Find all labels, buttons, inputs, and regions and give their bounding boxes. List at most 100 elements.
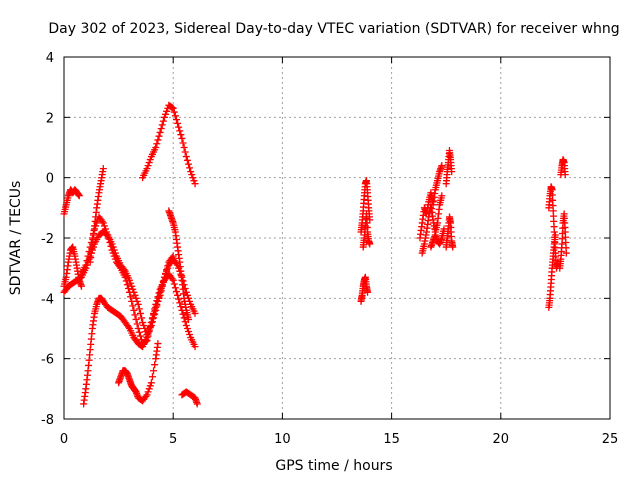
data-point <box>168 104 176 112</box>
y-tick-label: 4 <box>46 51 54 66</box>
data-point <box>175 295 183 303</box>
series-arc-a <box>60 186 83 218</box>
data-point <box>438 192 446 200</box>
series-arc-j <box>178 388 201 408</box>
data-point <box>170 108 178 116</box>
data-point <box>77 282 85 290</box>
data-point <box>134 300 142 308</box>
data-point <box>366 240 374 248</box>
series-arc-n <box>416 162 446 242</box>
data-point <box>129 302 137 310</box>
data-point <box>135 305 143 313</box>
data-point <box>162 110 170 118</box>
data-point <box>154 293 162 301</box>
data-point <box>181 148 189 156</box>
data-point <box>121 273 129 281</box>
data-point <box>153 140 161 148</box>
data-point <box>155 132 163 140</box>
x-axis-label: GPS time / hours <box>275 458 392 474</box>
data-point <box>189 174 197 182</box>
data-point <box>145 326 153 334</box>
data-point <box>448 168 456 176</box>
data-point <box>107 242 115 250</box>
data-point <box>180 314 188 322</box>
data-point <box>98 217 106 225</box>
y-tick-label: 0 <box>46 172 54 187</box>
series-arc-p <box>427 225 448 251</box>
data-point <box>135 328 143 336</box>
data-point <box>171 112 179 120</box>
data-point <box>169 104 177 112</box>
data-point <box>171 284 179 292</box>
data-point <box>182 153 190 161</box>
axis-ticks: 0 5 10 15 20 25 -8 -6 -4 -2 0 2 4 <box>41 51 618 447</box>
data-point <box>180 144 188 151</box>
data-point <box>87 239 95 247</box>
data-point <box>186 331 194 339</box>
data-point <box>126 276 134 284</box>
data-point <box>132 294 140 302</box>
series-arc-i <box>165 207 192 323</box>
data-point <box>146 322 154 330</box>
data-point <box>111 255 119 263</box>
data-point <box>127 279 135 287</box>
data-point <box>138 314 146 322</box>
data-point <box>124 323 132 331</box>
data-point <box>175 123 183 131</box>
data-point <box>123 281 131 289</box>
data-point <box>104 231 112 239</box>
data-point <box>164 262 172 270</box>
data-point <box>148 373 156 381</box>
data-point <box>153 297 161 305</box>
data-point <box>83 257 91 265</box>
data-point <box>168 275 176 283</box>
data-point <box>133 320 141 328</box>
data-point <box>154 340 162 348</box>
data-point <box>160 113 168 121</box>
data-point <box>75 192 83 200</box>
data-points <box>60 101 570 408</box>
data-point <box>364 288 372 296</box>
data-point <box>154 136 162 144</box>
data-point <box>183 156 191 164</box>
series-arc-v <box>557 156 569 179</box>
data-point <box>148 314 156 322</box>
data-point <box>99 165 107 173</box>
data-point <box>100 222 108 230</box>
data-point <box>144 162 152 170</box>
data-point <box>147 318 155 326</box>
x-tick-label: 0 <box>60 432 68 447</box>
data-point <box>141 325 149 332</box>
y-tick-label: -2 <box>41 232 54 247</box>
data-point <box>122 277 130 285</box>
series-arc-e <box>80 270 199 408</box>
series-arc-m <box>359 210 374 251</box>
data-point <box>186 164 194 172</box>
data-point <box>191 343 199 351</box>
data-point <box>109 249 117 257</box>
data-point <box>163 107 171 115</box>
data-point <box>150 367 158 375</box>
data-point <box>116 263 124 271</box>
x-tick-label: 20 <box>493 432 510 447</box>
data-point <box>177 131 185 139</box>
series-arc-g <box>115 340 162 405</box>
y-tick-label: -6 <box>41 353 54 368</box>
data-point <box>139 318 147 326</box>
data-point <box>131 291 139 299</box>
data-point <box>179 310 187 318</box>
grid <box>64 57 610 419</box>
data-point <box>143 391 151 399</box>
data-point <box>172 288 180 296</box>
series-arc-k <box>357 273 372 305</box>
data-point <box>169 276 177 284</box>
data-point <box>140 321 148 329</box>
data-point <box>150 309 158 317</box>
data-point <box>172 260 180 268</box>
data-point <box>157 125 165 133</box>
data-point <box>124 285 132 293</box>
data-point <box>110 252 118 260</box>
data-point <box>159 117 167 125</box>
data-point <box>101 225 109 233</box>
